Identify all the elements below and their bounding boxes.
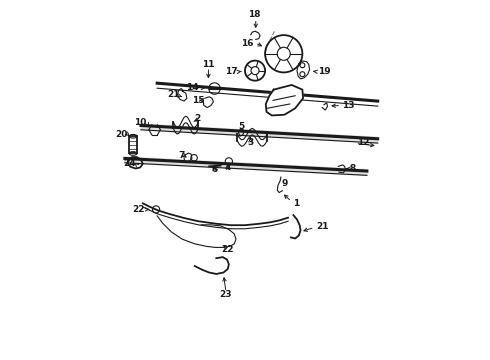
- Text: 18: 18: [248, 10, 261, 19]
- Text: 19: 19: [318, 67, 330, 76]
- Text: 6: 6: [211, 166, 218, 175]
- Polygon shape: [266, 85, 303, 116]
- Text: 24: 24: [123, 159, 136, 168]
- Text: 10: 10: [134, 118, 147, 127]
- Text: 4: 4: [225, 163, 231, 172]
- Text: 22: 22: [221, 246, 233, 255]
- Text: 8: 8: [350, 164, 356, 173]
- Text: 7: 7: [178, 151, 185, 160]
- Text: 23: 23: [220, 290, 232, 299]
- Text: 21: 21: [316, 222, 328, 231]
- Text: 2: 2: [195, 114, 201, 123]
- Text: 12: 12: [357, 138, 369, 147]
- Text: 5: 5: [238, 122, 245, 131]
- Polygon shape: [125, 157, 367, 175]
- Text: 9: 9: [282, 179, 288, 188]
- Bar: [129, 136, 137, 153]
- Text: 14: 14: [187, 83, 199, 92]
- Text: 15: 15: [193, 96, 205, 105]
- Text: 13: 13: [342, 101, 354, 110]
- Polygon shape: [141, 124, 378, 143]
- Text: 20: 20: [115, 130, 127, 139]
- Text: 21: 21: [167, 90, 180, 99]
- Text: 11: 11: [202, 60, 215, 69]
- Text: 3: 3: [247, 138, 253, 147]
- Text: 17: 17: [225, 67, 238, 76]
- Text: 16: 16: [242, 39, 254, 48]
- Text: 22: 22: [132, 205, 145, 214]
- Text: 1: 1: [293, 199, 299, 208]
